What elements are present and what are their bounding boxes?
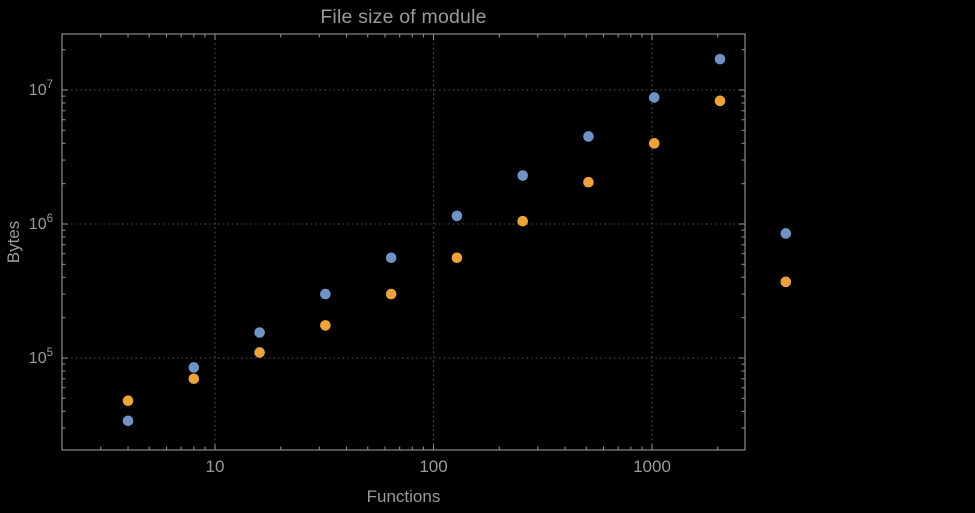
data-point-series-orange — [517, 215, 529, 227]
data-point-series-blue — [122, 415, 134, 427]
data-point-series-blue — [517, 170, 529, 181]
data-point-series-blue — [780, 228, 792, 239]
data-point-series-blue — [188, 362, 200, 373]
data-point-series-blue — [583, 131, 594, 142]
data-point-series-blue — [451, 210, 463, 222]
y-axis-label: Bytes — [4, 220, 23, 264]
data-point-series-blue — [714, 53, 726, 65]
data-point-series-orange — [320, 320, 331, 331]
data-point-series-blue — [385, 252, 397, 264]
y-tick-label: 107 — [29, 79, 53, 99]
y-tick-label: 106 — [29, 213, 53, 233]
y-tick-label: 105 — [29, 347, 53, 367]
data-point-series-orange — [254, 347, 265, 358]
data-point-series-orange — [451, 252, 463, 264]
x-tick-label: 10 — [206, 457, 225, 476]
data-point-series-blue — [254, 327, 265, 338]
x-axis-label: Functions — [366, 487, 441, 506]
data-point-series-orange — [714, 95, 726, 107]
data-point-series-orange — [583, 176, 594, 188]
plot-frame — [61, 33, 746, 451]
data-point-series-orange — [385, 288, 397, 300]
chart-title: File size of module — [320, 6, 487, 28]
data-point-series-orange — [122, 395, 134, 407]
data-point-series-orange — [780, 276, 792, 288]
data-point-series-blue — [320, 288, 331, 300]
data-point-series-orange — [648, 138, 660, 149]
data-point-series-blue — [648, 92, 660, 103]
x-tick-label: 1000 — [633, 457, 671, 476]
x-tick-label: 100 — [419, 457, 447, 476]
data-point-series-orange — [188, 373, 200, 385]
